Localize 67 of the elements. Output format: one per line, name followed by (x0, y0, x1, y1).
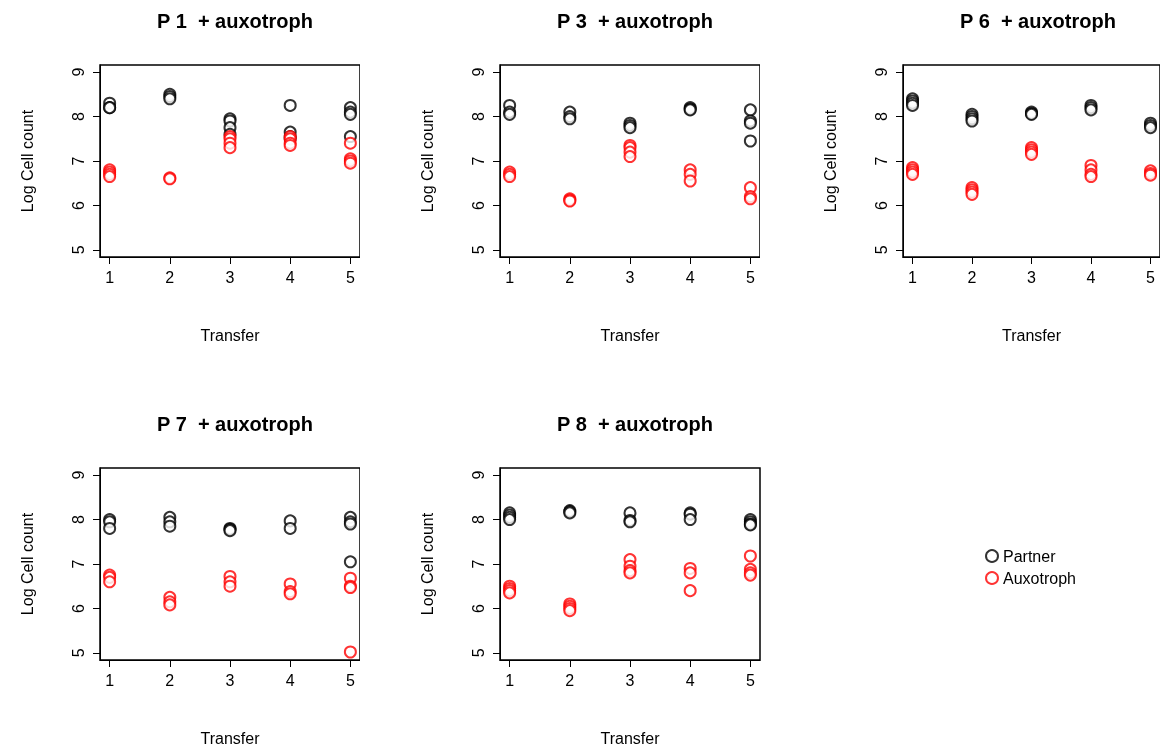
y-tick-label: 6 (469, 603, 487, 613)
chart-title: P 1 + auxotroph (157, 10, 313, 32)
x-tick-label: 5 (745, 268, 755, 286)
chart-title: P 7 + auxotroph (157, 413, 313, 435)
y-tick-label: 7 (69, 156, 87, 166)
x-tick-label: 3 (1027, 268, 1037, 286)
legend-label: Partner (1003, 547, 1057, 565)
x-tick-label: 2 (165, 671, 175, 689)
x-tick-label: 2 (165, 268, 175, 286)
chart-title: P 8 + auxotroph (557, 413, 713, 435)
x-tick-label: 3 (225, 268, 235, 286)
y-tick-label: 9 (469, 470, 487, 480)
chart-title: P 3 + auxotroph (557, 10, 713, 32)
y-tick-label: 7 (69, 559, 87, 569)
x-tick-label: 3 (625, 671, 635, 689)
x-tick-label: 4 (685, 671, 695, 689)
x-tick-label: 4 (285, 268, 295, 286)
x-axis-title: Transfer (600, 326, 661, 344)
y-axis-title: Log Cell count (418, 512, 436, 616)
x-tick-label: 1 (908, 268, 918, 286)
legend-label: Auxotroph (1003, 569, 1076, 587)
x-tick-label: 4 (285, 671, 295, 689)
y-tick-label: 8 (469, 112, 487, 122)
y-tick-label: 9 (69, 67, 87, 77)
y-tick-label: 8 (69, 515, 87, 525)
y-tick-label: 7 (469, 156, 487, 166)
y-tick-label: 8 (469, 515, 487, 525)
y-tick-label: 8 (872, 112, 890, 122)
y-tick-label: 9 (69, 470, 87, 480)
x-tick-label: 3 (225, 671, 235, 689)
y-axis-title: Log Cell count (418, 109, 436, 213)
x-tick-label: 1 (105, 268, 115, 286)
y-tick-label: 8 (69, 112, 87, 122)
x-tick-label: 1 (505, 268, 515, 286)
x-axis-title: Transfer (600, 729, 661, 747)
y-axis-title: Log Cell count (18, 109, 36, 213)
x-tick-label: 4 (685, 268, 695, 286)
x-tick-label: 3 (625, 268, 635, 286)
x-tick-label: 5 (745, 671, 755, 689)
x-tick-label: 4 (1086, 268, 1096, 286)
y-axis-title: Log Cell count (18, 512, 36, 616)
y-tick-label: 6 (469, 200, 487, 210)
y-tick-label: 6 (872, 200, 890, 210)
y-tick-label: 9 (872, 67, 890, 77)
y-tick-label: 5 (872, 245, 890, 255)
x-tick-label: 5 (1146, 268, 1156, 286)
y-tick-label: 5 (69, 245, 87, 255)
x-axis-title: Transfer (1002, 326, 1062, 344)
y-tick-label: 7 (469, 559, 487, 569)
chart-title: P 6 + auxotroph (960, 10, 1116, 32)
x-axis-title: Transfer (200, 729, 261, 747)
x-tick-label: 5 (345, 671, 355, 689)
x-tick-label: 2 (565, 671, 575, 689)
x-tick-label: 5 (345, 268, 355, 286)
y-tick-label: 5 (469, 648, 487, 658)
x-axis-title: Transfer (200, 326, 261, 344)
y-tick-label: 5 (69, 648, 87, 658)
x-tick-label: 2 (967, 268, 977, 286)
y-tick-label: 7 (872, 156, 890, 166)
x-tick-label: 1 (505, 671, 515, 689)
y-axis-title: Log Cell count (821, 109, 839, 213)
y-tick-label: 6 (69, 603, 87, 613)
x-tick-label: 2 (565, 268, 575, 286)
y-tick-label: 9 (469, 67, 487, 77)
x-tick-label: 1 (105, 671, 115, 689)
y-tick-label: 5 (469, 245, 487, 255)
y-tick-label: 6 (69, 200, 87, 210)
